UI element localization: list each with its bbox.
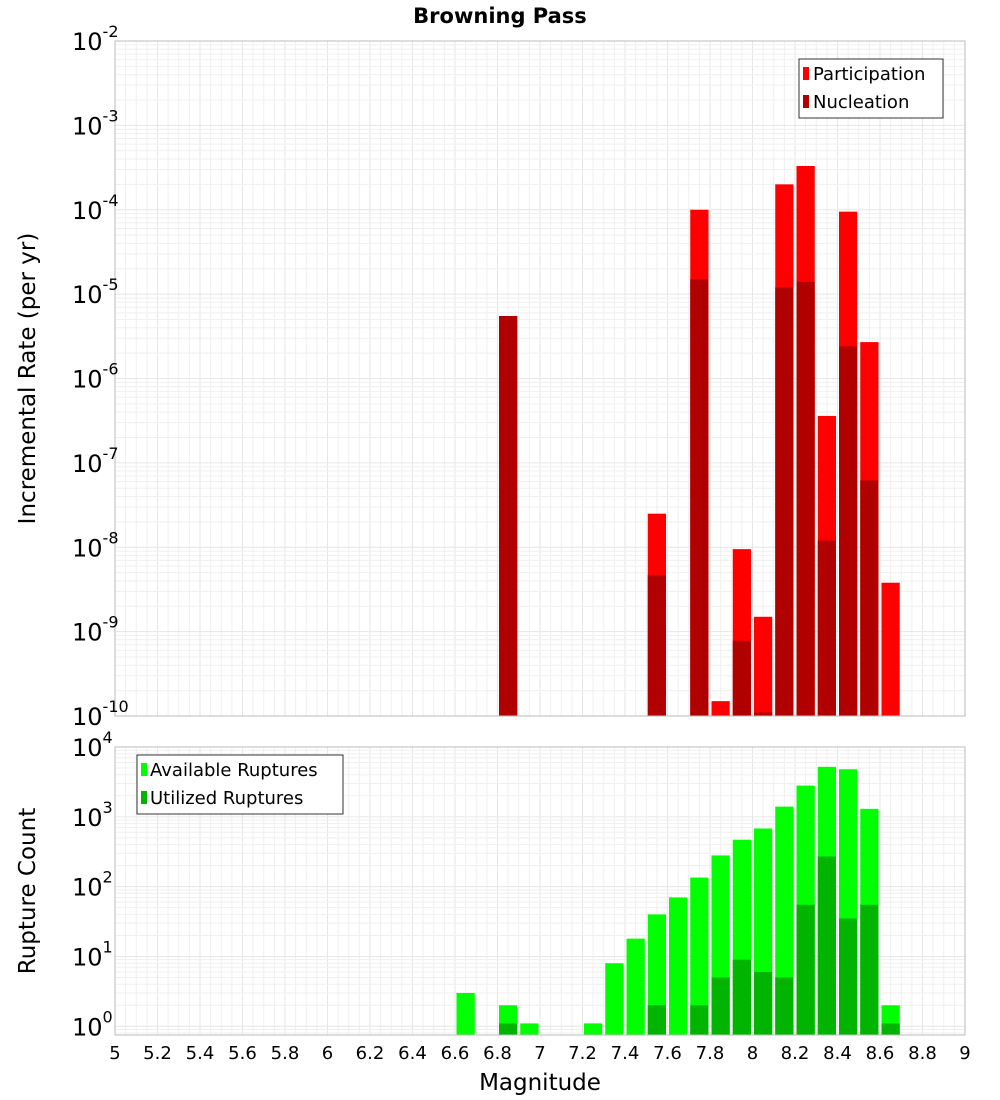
utilized-ruptures-bar — [796, 904, 815, 1035]
x-tick-label: 5 — [109, 1043, 120, 1064]
top-y-tick-label: 10-3 — [72, 106, 119, 140]
nucleation-bar — [499, 316, 518, 716]
bottom-plot-y-axis-title: Rupture Count — [15, 808, 41, 974]
x-tick-label: 8.2 — [781, 1043, 810, 1064]
x-tick-label: 6.8 — [483, 1043, 512, 1064]
nucleation-bars — [499, 279, 879, 716]
bottom-plot-y-tick-labels: 104 103 102 101 100 — [72, 728, 113, 1041]
participation-bar — [754, 616, 773, 716]
x-tick-label: 7.2 — [568, 1043, 597, 1064]
top-y-tick-label: 10-6 — [72, 360, 119, 394]
nucleation-bar — [839, 346, 858, 716]
x-tick-label: 7 — [534, 1043, 545, 1064]
top-plot-y-axis-title: Incremental Rate (per yr) — [15, 233, 41, 525]
available-ruptures-bar — [690, 877, 709, 1035]
utilized-ruptures-bar — [775, 977, 794, 1035]
nucleation-bar — [647, 574, 666, 716]
x-tick-label: 6 — [322, 1043, 333, 1064]
x-tick-label: 8.6 — [866, 1043, 895, 1064]
nucleation-bar — [860, 480, 879, 716]
x-axis-tick-labels: 5 5.2 5.4 5.6 5.8 6 6.2 6.4 6.6 6.8 7 7.2 7.4 7.6 7.8 8… — [109, 1043, 970, 1064]
top-y-tick-label: 10-5 — [72, 275, 119, 309]
nucleation-bar — [796, 281, 815, 716]
bottom-y-tick-label: 103 — [72, 798, 113, 832]
utilized-ruptures-bar — [839, 918, 858, 1035]
x-tick-label: 8.8 — [908, 1043, 937, 1064]
available-ruptures-bar — [520, 1023, 539, 1035]
top-plot-legend: Participation Nucleation — [798, 58, 944, 119]
x-tick-label: 5.8 — [271, 1043, 300, 1064]
available-ruptures-legend-label: Available Ruptures — [150, 760, 318, 781]
available-ruptures-bar — [605, 963, 624, 1035]
available-ruptures-bar — [584, 1023, 603, 1035]
utilized-ruptures-legend-label: Utilized Ruptures — [150, 788, 303, 809]
top-legend-box — [798, 58, 944, 119]
bottom-y-tick-label: 101 — [72, 937, 113, 971]
nucleation-bar — [817, 540, 836, 716]
participation-bar — [711, 701, 730, 716]
top-plot-y-tick-labels: 10-2 10-3 10-4 10-5 10-6 10-7 10-8 10-9 10-10 — [72, 22, 129, 731]
utilized-ruptures-bar — [647, 1005, 666, 1035]
nucleation-bar — [732, 640, 751, 716]
top-plot-frame — [114, 40, 966, 717]
top-y-tick-label: 10-2 — [72, 22, 119, 56]
x-tick-label: 7.6 — [653, 1043, 682, 1064]
utilized-ruptures-bars — [499, 856, 900, 1035]
utilized-ruptures-bar — [881, 1023, 900, 1035]
x-tick-label: 5.2 — [143, 1043, 172, 1064]
x-tick-label: 8 — [747, 1043, 758, 1064]
top-y-tick-label: 10-4 — [72, 191, 119, 225]
utilized-ruptures-bar — [711, 977, 730, 1035]
nucleation-legend-label: Nucleation — [813, 92, 909, 113]
utilized-ruptures-bar — [860, 904, 879, 1035]
x-tick-label: 8.4 — [823, 1043, 852, 1064]
chart-title: Browning Pass — [413, 4, 587, 28]
participation-legend-swatch — [803, 67, 809, 80]
bottom-y-tick-label: 102 — [72, 868, 113, 902]
nucleation-bar — [775, 287, 794, 716]
nucleation-bar — [754, 712, 773, 716]
top-plot-gridlines — [114, 40, 966, 717]
x-tick-label: 6.4 — [398, 1043, 427, 1064]
x-tick-label: 6.6 — [441, 1043, 470, 1064]
x-axis-title: Magnitude — [479, 1070, 601, 1096]
available-ruptures-bar — [669, 897, 688, 1035]
incremental-rate-plot: 10-2 10-3 10-4 10-5 10-6 10-7 10-8 10-9 10-10 In… — [15, 22, 966, 731]
bottom-plot-legend: Available Ruptures Utilized Ruptures — [136, 754, 344, 815]
available-ruptures-bar — [626, 938, 645, 1035]
x-tick-label: 9 — [959, 1043, 970, 1064]
nucleation-legend-swatch — [803, 95, 809, 108]
x-tick-label: 7.8 — [696, 1043, 725, 1064]
top-y-tick-label: 10-8 — [72, 528, 119, 562]
top-y-tick-label: 10-10 — [72, 697, 129, 731]
utilized-ruptures-bar — [817, 856, 836, 1035]
participation-legend-label: Participation — [813, 64, 925, 85]
bottom-y-tick-label: 100 — [72, 1007, 113, 1041]
utilized-ruptures-bar — [754, 971, 773, 1035]
x-tick-label: 5.4 — [186, 1043, 215, 1064]
available-ruptures-bar — [647, 914, 666, 1035]
utilized-ruptures-bar — [690, 1005, 709, 1035]
available-ruptures-legend-swatch — [141, 763, 147, 776]
utilized-ruptures-legend-swatch — [141, 791, 147, 804]
top-y-tick-label: 10-7 — [72, 444, 119, 478]
x-tick-label: 7.4 — [611, 1043, 640, 1064]
participation-bar — [881, 582, 900, 716]
bottom-plot-frame — [114, 746, 966, 1036]
utilized-ruptures-bar — [499, 1023, 518, 1035]
rupture-count-plot: 104 103 102 101 100 5 5.2 5.4 5.6 5.8 6 6.2 6.4 6.6 6… — [15, 728, 971, 1096]
top-y-tick-label: 10-9 — [72, 613, 119, 647]
x-tick-label: 6.2 — [356, 1043, 385, 1064]
available-ruptures-bar — [456, 992, 475, 1035]
x-tick-label: 5.6 — [228, 1043, 257, 1064]
utilized-ruptures-bar — [732, 959, 751, 1035]
nucleation-bar — [690, 279, 709, 716]
bottom-legend-box — [136, 754, 344, 815]
bottom-y-tick-label: 104 — [72, 728, 113, 762]
